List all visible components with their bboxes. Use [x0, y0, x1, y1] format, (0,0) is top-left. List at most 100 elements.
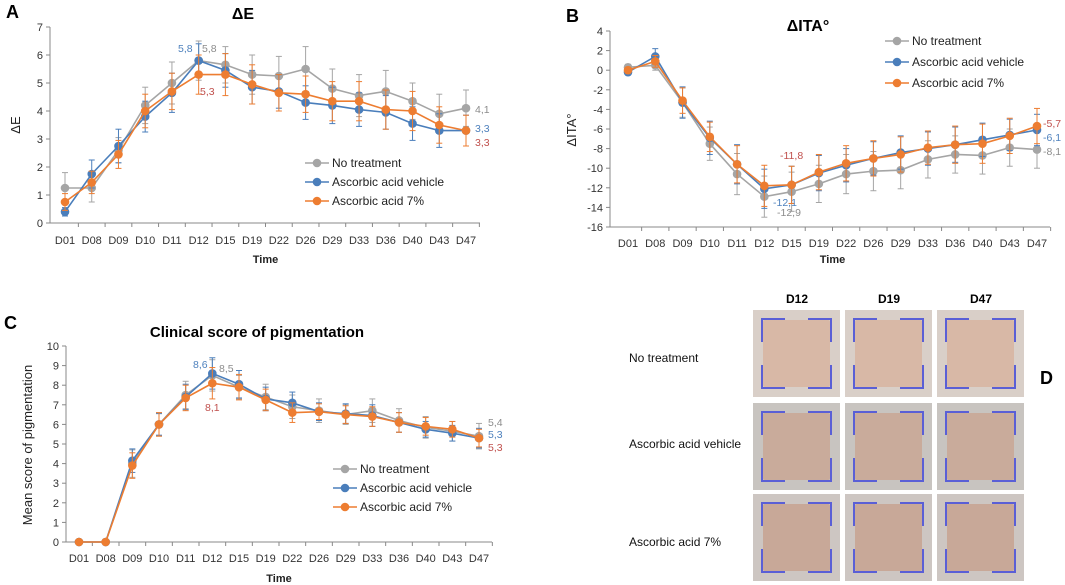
data-label: 5,8: [178, 43, 193, 55]
y-axis-label: ΔE: [8, 116, 23, 134]
x-tick-label: D26: [309, 553, 329, 565]
y-axis-label: ΔITA°: [564, 113, 579, 146]
chart-title: Clinical score of pigmentation: [150, 324, 364, 341]
data-point: [923, 143, 933, 152]
chart-a: 0 1 2 3 4 5 6 7 D01 D08 D09 D10 D11 D12 D15 D19 D22 D26 D2…: [8, 6, 490, 266]
marker-corner: [808, 411, 832, 435]
data-point: [678, 96, 687, 105]
marker-corner: [900, 549, 924, 573]
series-ascorbic-acid-vehicle: [74, 357, 484, 547]
marker-corner: [992, 318, 1016, 342]
x-tick-label: D09: [108, 235, 128, 247]
y-tick-label: 10: [47, 341, 59, 353]
series-line: [79, 382, 480, 543]
series-line: [79, 372, 480, 543]
treated-area: [763, 504, 830, 571]
y-tick-label: 2: [597, 46, 603, 58]
data-point: [221, 70, 230, 79]
data-point: [208, 378, 217, 388]
x-tick-label: D47: [1027, 238, 1047, 250]
x-axis-label: Time: [253, 254, 278, 266]
treated-area: [763, 320, 830, 387]
data-point: [154, 420, 164, 429]
x-tick-label: D08: [96, 553, 116, 565]
x-tick-label: D36: [376, 235, 396, 247]
legend-marker: [892, 57, 902, 67]
y-tick-label: 0: [37, 218, 43, 230]
data-point: [194, 70, 203, 79]
data-point: [1032, 121, 1042, 131]
x-tick-label: D15: [215, 235, 235, 247]
marker-corner: [992, 411, 1016, 435]
y-tick-label: 1: [53, 517, 59, 529]
chart-title: ΔITA°: [787, 18, 829, 35]
data-label: 5,3: [200, 86, 215, 98]
x-tick-label: D12: [189, 235, 209, 247]
marker-corner: [853, 458, 877, 482]
y-tick-label: -4: [593, 104, 603, 116]
marker-corner: [945, 458, 969, 482]
marker-corner: [761, 502, 785, 526]
legend-marker: [340, 502, 350, 512]
treated-area: [947, 504, 1014, 571]
data-point: [301, 89, 310, 99]
legend-marker: [312, 158, 322, 168]
y-tick-label: -10: [587, 163, 603, 175]
skin-photo: [753, 310, 840, 397]
y-tick-label: -14: [587, 202, 603, 214]
chart-title: ΔE: [232, 6, 255, 23]
data-point: [448, 425, 457, 434]
data-point: [368, 412, 377, 421]
series-ascorbic-acid-vehicle: [60, 43, 471, 217]
data-point: [650, 57, 660, 66]
marker-corner: [992, 549, 1016, 573]
data-point: [434, 120, 444, 130]
data-label: -12,1: [773, 197, 797, 209]
x-tick-label: D22: [282, 553, 302, 565]
series-ascorbic-acid-7-: [60, 53, 471, 211]
treated-area: [947, 413, 1014, 480]
data-point: [247, 80, 257, 89]
data-point: [461, 103, 471, 113]
x-tick-label: D09: [672, 238, 692, 250]
data-point: [140, 106, 150, 116]
x-tick-label: D36: [389, 553, 409, 565]
data-point: [474, 433, 484, 443]
data-point: [978, 139, 987, 148]
x-tick-label: D01: [69, 553, 89, 565]
data-point: [787, 180, 796, 190]
y-tick-label: 6: [37, 50, 43, 62]
data-point: [760, 181, 769, 191]
y-tick-label: 5: [37, 78, 43, 90]
chart-b: -16 -14 -12 -10 -8 -6 -4 -2 0 2 4 D01 D08 D09 D10 D11 D1…: [564, 18, 1061, 266]
data-label: -5,7: [1043, 118, 1061, 130]
data-point: [328, 96, 337, 106]
data-label: 8,1: [205, 402, 220, 414]
data-point: [167, 87, 177, 96]
y-tick-label: 7: [53, 400, 59, 412]
marker-corner: [808, 502, 832, 526]
marker-corner: [945, 318, 969, 342]
marker-corner: [945, 549, 969, 573]
row-label-ac7: Ascorbic acid 7%: [629, 535, 722, 549]
marker-corner: [900, 318, 924, 342]
series-line: [627, 64, 1038, 198]
skin-photo: [937, 310, 1024, 397]
data-point: [301, 64, 310, 74]
series-line: [627, 60, 1038, 187]
x-tick-label: D15: [229, 553, 249, 565]
data-point: [1005, 131, 1015, 141]
data-point: [950, 140, 960, 149]
legend-label: No treatment: [360, 462, 430, 476]
x-tick-label: D12: [202, 553, 222, 565]
y-tick-label: 7: [37, 22, 43, 34]
y-tick-label: 3: [53, 478, 59, 490]
series-line: [627, 55, 1038, 190]
marker-corner: [992, 365, 1016, 389]
data-point: [60, 197, 70, 207]
x-tick-label: D33: [362, 553, 382, 565]
row-label-no-treatment: No treatment: [629, 351, 699, 365]
x-tick-label: D19: [256, 553, 276, 565]
marker-corner: [992, 458, 1016, 482]
skin-photo: [753, 494, 840, 581]
